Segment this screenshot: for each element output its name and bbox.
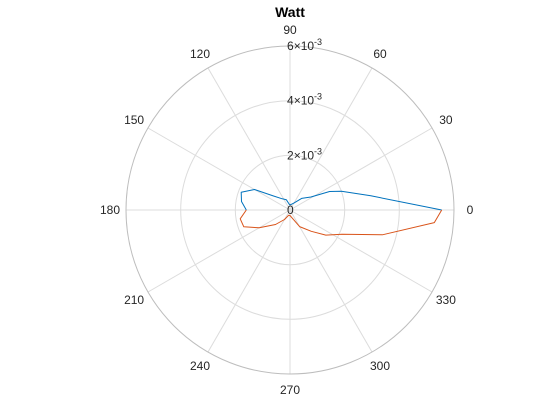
angle-tick-270: 270 xyxy=(280,383,300,397)
ring-1 xyxy=(234,154,346,266)
angle-tick-210: 210 xyxy=(124,293,144,307)
spoke-300 xyxy=(289,209,373,353)
spoke-60 xyxy=(289,67,373,211)
r-tick-mantissa: 4 xyxy=(287,94,294,108)
ring-3 xyxy=(125,45,455,375)
angle-tick-240: 240 xyxy=(190,359,210,373)
radius-tick-labels: 02×10-34×10-36×10-3 xyxy=(287,37,322,217)
series-layer xyxy=(239,189,443,236)
angle-tick-150: 150 xyxy=(124,113,144,127)
r-tick-mantissa: 6 xyxy=(287,39,294,53)
angle-tick-180: 180 xyxy=(100,203,120,217)
r-tick-label-0: 0 xyxy=(287,203,294,217)
r-tick-times-ten: ×10 xyxy=(294,94,315,108)
spoke-150 xyxy=(147,127,291,211)
r-tick-mantissa: 2 xyxy=(287,148,294,162)
polar-grid xyxy=(125,45,455,375)
angle-tick-120: 120 xyxy=(190,47,210,61)
r-tick-times-ten: ×10 xyxy=(294,148,315,162)
r-tick-exponent: -3 xyxy=(314,146,322,156)
ring-2 xyxy=(180,100,400,320)
r-tick-exponent: -3 xyxy=(314,37,322,47)
series-2-line xyxy=(239,209,443,236)
spoke-30 xyxy=(289,127,433,211)
r-tick-label-3: 6×10-3 xyxy=(287,37,322,53)
spoke-210 xyxy=(147,209,291,293)
r-tick-times-ten: ×10 xyxy=(294,39,315,53)
r-tick-label-2: 4×10-3 xyxy=(287,92,322,108)
spoke-330 xyxy=(289,209,433,293)
angle-tick-300: 300 xyxy=(370,359,390,373)
spoke-240 xyxy=(207,209,291,353)
angle-tick-60: 60 xyxy=(373,47,387,61)
r-tick-exponent: -3 xyxy=(314,92,322,102)
spoke-120 xyxy=(207,67,291,211)
angle-tick-90: 90 xyxy=(283,23,297,37)
r-tick-mantissa: 0 xyxy=(287,203,294,217)
chart-title: Watt xyxy=(275,4,305,20)
r-tick-label-1: 2×10-3 xyxy=(287,146,322,162)
angle-tick-0: 0 xyxy=(467,203,474,217)
angle-tick-30: 30 xyxy=(439,113,453,127)
series-1-line xyxy=(240,189,442,211)
angle-tick-330: 330 xyxy=(436,293,456,307)
